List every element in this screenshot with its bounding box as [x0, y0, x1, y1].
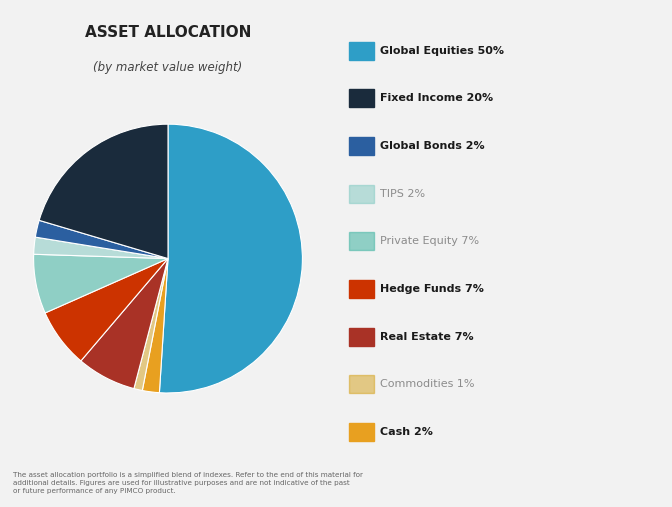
Text: Private Equity 7%: Private Equity 7% — [380, 236, 479, 246]
Text: Hedge Funds 7%: Hedge Funds 7% — [380, 284, 484, 294]
Text: Real Estate 7%: Real Estate 7% — [380, 332, 473, 342]
Wedge shape — [34, 255, 168, 313]
Text: ASSET ALLOCATION: ASSET ALLOCATION — [85, 25, 251, 41]
Wedge shape — [34, 237, 168, 259]
Text: Global Equities 50%: Global Equities 50% — [380, 46, 504, 56]
Wedge shape — [45, 259, 168, 361]
Wedge shape — [36, 221, 168, 259]
Text: Fixed Income 20%: Fixed Income 20% — [380, 93, 493, 103]
Text: Global Bonds 2%: Global Bonds 2% — [380, 141, 485, 151]
Text: Cash 2%: Cash 2% — [380, 427, 433, 437]
Wedge shape — [39, 124, 168, 259]
Wedge shape — [159, 124, 302, 393]
Wedge shape — [81, 259, 168, 388]
Wedge shape — [142, 259, 168, 393]
Wedge shape — [134, 259, 168, 390]
Text: The asset allocation portfolio is a simplified blend of indexes. Refer to the en: The asset allocation portfolio is a simp… — [13, 472, 364, 493]
Text: TIPS 2%: TIPS 2% — [380, 189, 425, 199]
Text: (by market value weight): (by market value weight) — [93, 61, 243, 74]
Text: Commodities 1%: Commodities 1% — [380, 379, 474, 389]
